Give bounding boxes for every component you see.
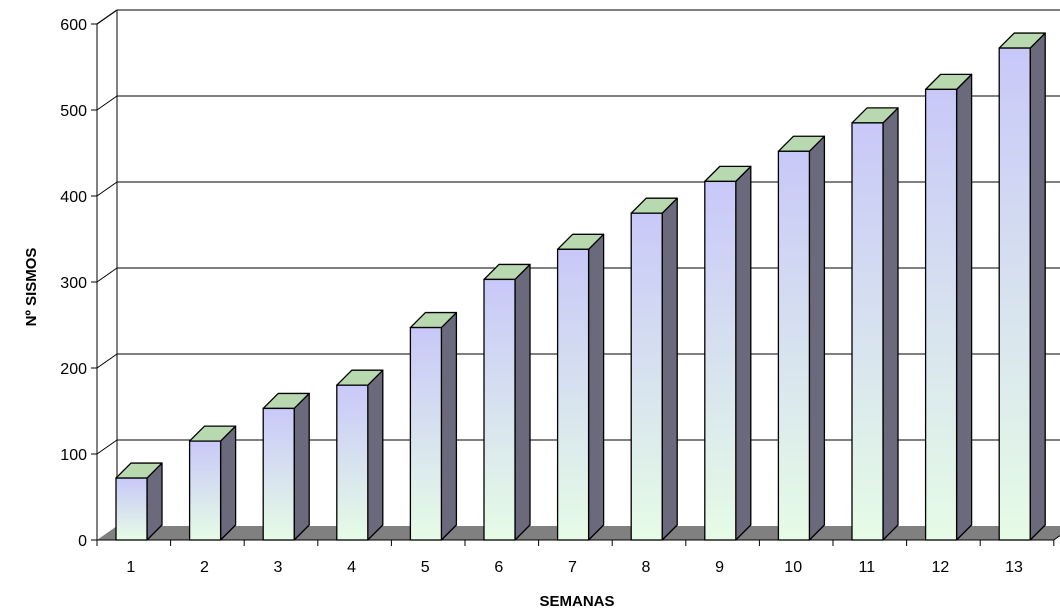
gridline-depth (96, 267, 118, 283)
bar-front-face (409, 326, 443, 541)
bar-front-face (556, 248, 590, 541)
bar (998, 32, 1046, 541)
bar-side-face (1029, 32, 1046, 541)
bar-front-face (851, 122, 884, 541)
x-tick-label: 2 (200, 559, 209, 576)
bar-front-face (262, 407, 295, 541)
bar-side-face (882, 107, 899, 541)
y-tick-label: 300 (60, 275, 87, 292)
y-tick-label: 600 (60, 17, 87, 34)
bar-front-face (777, 150, 811, 541)
x-tick-label: 13 (1005, 559, 1023, 576)
bar (188, 425, 237, 541)
bar (630, 197, 678, 541)
y-tick-labels: 0 100 200 300 400 500 600 (60, 17, 87, 550)
bar-front-face (998, 47, 1031, 541)
x-tick-label: 7 (568, 559, 577, 576)
x-tick-label: 1 (126, 559, 135, 576)
bar-side-face (808, 135, 826, 541)
bar-front-face (630, 212, 663, 541)
y-tick-label: 200 (60, 361, 87, 378)
x-tick-label: 12 (932, 559, 950, 576)
bar-front-face (115, 477, 148, 541)
bar (704, 165, 752, 541)
bar-side-face (587, 233, 605, 541)
gridline-depth (96, 95, 118, 111)
gridline-depth (96, 353, 118, 369)
bar-front-face (483, 278, 516, 541)
x-axis-end (1053, 535, 1060, 541)
bar-side-face (735, 165, 752, 541)
gridline-depth (96, 181, 118, 197)
axes (91, 23, 1060, 546)
bar (262, 392, 310, 541)
bar-side-face (367, 369, 384, 541)
bar-front-face (188, 440, 222, 541)
bar-side-face (514, 263, 531, 541)
y-axis-title: Nº SISMOS (23, 248, 40, 327)
bar-front-face (704, 180, 737, 541)
bar (483, 263, 531, 541)
bar-side-face (293, 392, 310, 541)
y-tick-label: 500 (60, 103, 87, 120)
x-tick-label: 4 (347, 559, 356, 576)
gridline-depth (96, 439, 118, 455)
bars (115, 32, 1046, 541)
bar-side-face (440, 311, 458, 541)
bar (409, 311, 458, 541)
x-tick-label: 10 (784, 559, 802, 576)
bar-side-face (219, 425, 237, 541)
bar (336, 369, 384, 541)
chart-walls (96, 9, 118, 526)
bar (851, 107, 899, 541)
bar-front-face (924, 88, 958, 541)
x-tick-labels: 1 2 3 4 5 6 7 8 9 10 11 12 13 (126, 559, 1023, 576)
gridline-depth (96, 9, 118, 25)
bar-side-face (661, 197, 678, 541)
bar-side-face (955, 73, 973, 541)
bar-front-face (336, 384, 369, 541)
x-axis-title: SEMANAS (539, 593, 614, 610)
bar (777, 135, 826, 541)
x-tick-label: 8 (642, 559, 651, 576)
y-tick-label: 100 (60, 447, 87, 464)
bar (115, 462, 163, 541)
x-tick-label: 3 (274, 559, 283, 576)
x-tick-label: 6 (494, 559, 503, 576)
y-tick-label: 400 (60, 189, 87, 206)
y-tick-label: 0 (78, 533, 87, 550)
bar (924, 73, 973, 541)
x-tick-label: 5 (421, 559, 430, 576)
x-tick-label: 11 (858, 559, 875, 576)
x-tick-label: 9 (715, 559, 724, 576)
bar (556, 233, 605, 541)
